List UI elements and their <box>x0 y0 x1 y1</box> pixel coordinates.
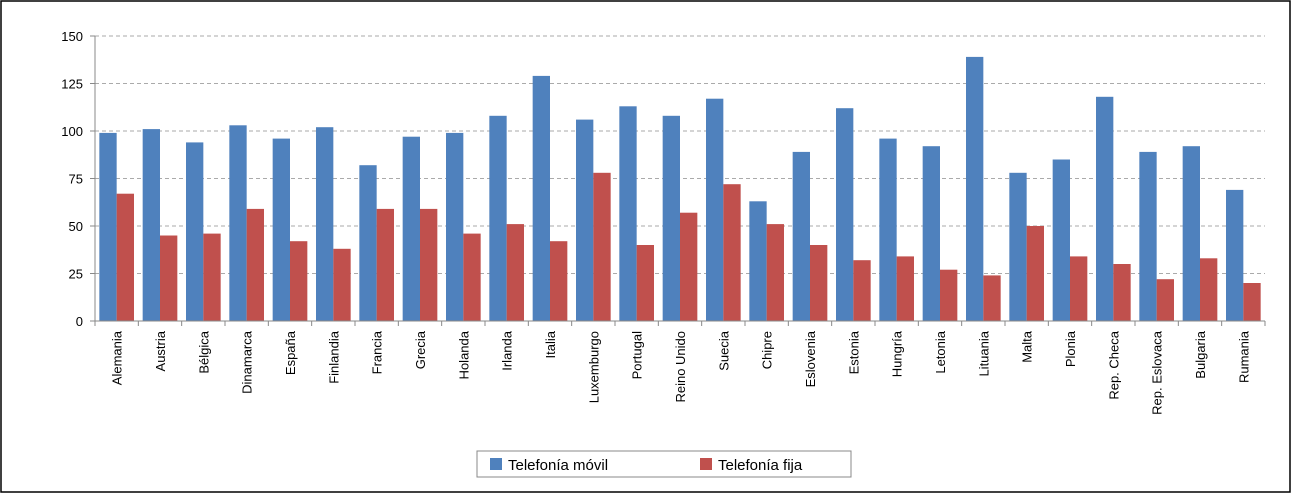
bar <box>896 256 914 321</box>
y-tick-label: 75 <box>69 172 83 187</box>
x-tick-label: Luxemburgo <box>586 331 601 403</box>
x-tick-label: Austria <box>153 330 168 371</box>
bar <box>1070 256 1088 321</box>
bar <box>1243 283 1261 321</box>
bar <box>160 235 178 321</box>
bar <box>1200 258 1218 321</box>
bar <box>1052 159 1070 321</box>
x-tick-label: Lituania <box>976 330 991 376</box>
x-tick-label: Rep. Checa <box>1106 330 1121 399</box>
bar <box>532 75 550 322</box>
bar <box>662 115 680 321</box>
bar <box>550 241 568 321</box>
y-tick-label: 50 <box>69 219 83 234</box>
x-tick-label: Hungría <box>890 330 905 377</box>
bar <box>333 248 351 321</box>
bar <box>983 275 1001 321</box>
bar <box>1182 146 1200 321</box>
x-tick-label: Italia <box>543 330 558 358</box>
legend-label: Telefonía fija <box>718 457 803 474</box>
bar <box>1139 151 1157 321</box>
y-tick-label: 100 <box>61 124 83 139</box>
bar <box>1226 189 1244 321</box>
x-tick-label: Plonia <box>1063 330 1078 367</box>
y-tick-label: 0 <box>76 314 83 329</box>
bar <box>463 233 481 321</box>
bar <box>203 233 221 321</box>
x-tick-label: Dinamarca <box>240 330 255 394</box>
legend-box <box>476 450 852 478</box>
y-tick-label: 150 <box>61 29 83 44</box>
bar <box>376 208 394 321</box>
bar <box>1156 279 1174 321</box>
bar <box>853 260 871 321</box>
bar <box>99 132 117 321</box>
bar <box>619 106 637 321</box>
x-tick-label: Francia <box>370 330 385 374</box>
bar <box>922 146 940 321</box>
bar <box>229 125 247 321</box>
bar <box>593 172 611 321</box>
bar <box>1113 264 1131 321</box>
bar <box>723 184 741 321</box>
bar <box>879 138 897 321</box>
legend-swatch <box>700 458 712 470</box>
bar <box>402 136 420 321</box>
legend-label: Telefonía móvil <box>508 457 608 474</box>
bar <box>1096 96 1114 321</box>
bar <box>706 98 724 321</box>
bar <box>446 132 464 321</box>
bar <box>290 241 308 321</box>
bar <box>506 224 524 321</box>
y-tick-label: 25 <box>69 267 83 282</box>
x-tick-label: Malta <box>1020 330 1035 363</box>
bar <box>940 269 958 321</box>
x-tick-label: Portugal <box>630 331 645 380</box>
x-tick-label: Reino Unido <box>673 331 688 403</box>
x-tick-label: Suecia <box>716 330 731 371</box>
x-tick-label: Bélgica <box>196 330 211 373</box>
x-tick-label: Irlanda <box>500 330 515 371</box>
bar <box>766 224 784 321</box>
x-tick-label: Estonia <box>846 330 861 374</box>
bar <box>272 138 290 321</box>
bar <box>1026 226 1044 321</box>
x-tick-label: Rumania <box>1236 330 1251 383</box>
bar <box>749 201 767 321</box>
bar <box>792 151 810 321</box>
bar <box>142 129 160 321</box>
bar <box>186 142 204 321</box>
x-tick-label: Holanda <box>456 330 471 379</box>
bar <box>246 208 264 321</box>
bar <box>316 127 334 321</box>
x-tick-label: Eslovenia <box>803 330 818 387</box>
x-tick-label: Finlandia <box>326 330 341 384</box>
x-tick-label: Grecia <box>413 330 428 369</box>
bar <box>680 212 698 321</box>
y-tick-label: 125 <box>61 77 83 92</box>
bar <box>966 56 984 322</box>
x-tick-label: Chipre <box>760 331 775 369</box>
bar <box>489 115 507 321</box>
bar <box>576 119 594 321</box>
bar <box>1009 172 1027 321</box>
bar <box>420 208 438 321</box>
bar <box>359 165 377 321</box>
bar <box>836 108 854 321</box>
x-tick-label: Alemania <box>110 330 125 385</box>
x-tick-label: España <box>283 330 298 375</box>
x-tick-label: Bulgaria <box>1193 330 1208 378</box>
bar <box>810 245 828 321</box>
legend-swatch <box>490 458 502 470</box>
bar <box>636 245 654 321</box>
x-tick-label: Rep. Eslovaca <box>1150 330 1165 415</box>
bar <box>116 193 134 321</box>
x-tick-label: Letonia <box>933 330 948 373</box>
